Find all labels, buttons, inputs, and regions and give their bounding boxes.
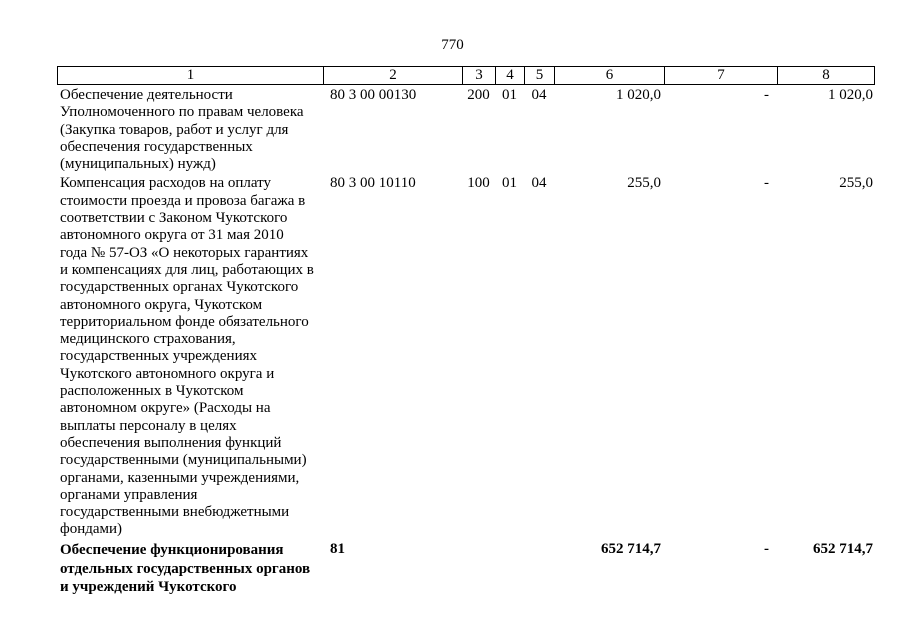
header-col-2: 2 [323,66,462,85]
cell-amount-2: - [764,175,769,192]
header-col-6: 6 [554,66,664,85]
cell-description: Обеспечение деятельности Уполномоченного… [60,87,304,173]
cell-description: Компенсация расходов на оплату стоимости… [60,175,314,538]
header-col-1: 1 [57,66,323,85]
cell-amount-2: - [764,540,769,557]
cell-expense-type [462,539,495,597]
table-row-total: Обеспечение функционирования отдельных г… [57,539,875,597]
cell-section: 01 [502,87,517,103]
cell-description: Обеспечение функционирования отдельных г… [60,541,311,596]
table-header-row: 1 2 3 4 5 6 7 8 [57,66,875,85]
cell-amount-1: 255,0 [627,175,661,192]
cell-amount-3: 1 020,0 [828,87,873,103]
cell-amount-3: 652 714,7 [813,540,873,557]
cell-subsection: 04 [531,87,547,103]
cell-amount-1: 1 020,0 [616,87,661,103]
cell-amount-2: - [764,87,769,103]
cell-budget-code: 80 3 00 00130 [330,87,417,103]
cell-amount-1: 652 714,7 [601,540,661,557]
budget-table: 1 2 3 4 5 6 7 8 Обеспечение деятельности… [57,66,875,597]
header-col-7: 7 [664,66,777,85]
header-col-5: 5 [524,66,554,85]
cell-expense-type: 100 [467,175,490,192]
cell-subsection: 04 [531,175,547,192]
table-row: Компенсация расходов на оплату стоимости… [57,173,875,538]
table-row: Обеспечение деятельности Уполномоченного… [57,85,875,173]
cell-subsection [524,539,554,597]
cell-section [495,539,524,597]
cell-budget-code: 81 [330,540,345,557]
header-col-4: 4 [495,66,524,85]
cell-budget-code: 80 3 00 10110 [330,175,416,192]
cell-section: 01 [502,175,517,192]
page-number: 770 [441,37,464,53]
cell-amount-3: 255,0 [839,175,873,192]
header-col-8: 8 [777,66,875,85]
cell-expense-type: 200 [467,87,490,103]
header-col-3: 3 [462,66,495,85]
